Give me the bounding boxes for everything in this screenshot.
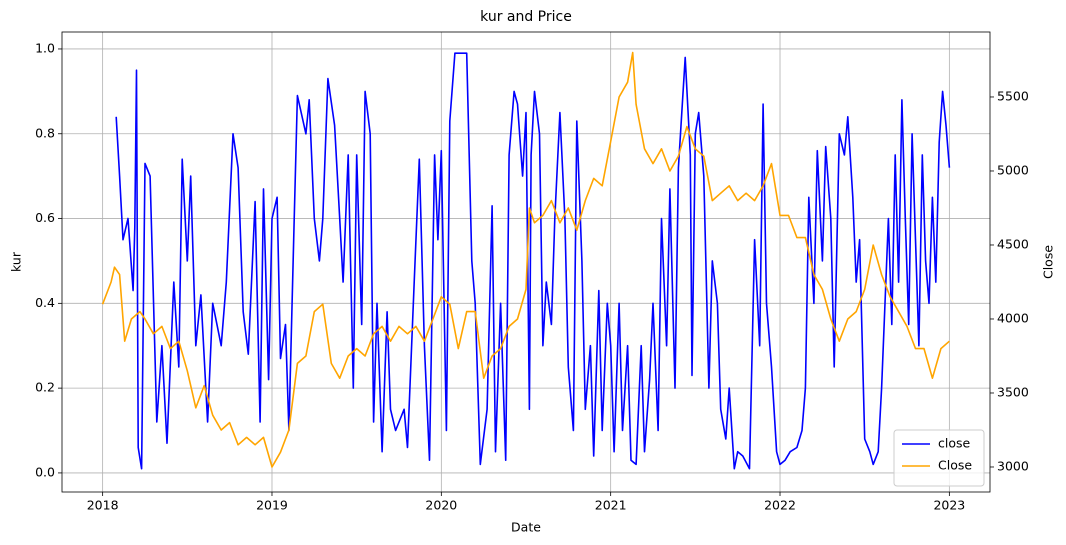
y2-tick-label: 3000 [997,458,1029,473]
chart-title: kur and Price [480,9,572,25]
x-tick-label: 2020 [425,498,457,513]
x-tick-label: 2018 [87,498,119,513]
y2-tick-label: 3500 [997,384,1029,399]
legend-label: Close [938,458,972,473]
y2-tick-label: 5500 [997,88,1029,103]
y-tick-label: 0.8 [35,125,55,140]
legend-label: close [938,436,971,451]
y2-tick-label: 4000 [997,310,1029,325]
y2-tick-label: 5000 [997,162,1029,177]
y-tick-label: 0.2 [35,380,55,395]
y-tick-label: 0.0 [35,464,55,479]
x-tick-label: 2021 [595,498,627,513]
y-tick-label: 1.0 [35,40,55,55]
y2-axis-label: Close [1041,245,1056,279]
x-tick-label: 2023 [933,498,965,513]
series-line [101,51,950,468]
y-axis-label: kur [9,251,24,272]
series-line [115,52,951,470]
x-tick-label: 2022 [764,498,796,513]
x-tick-label: 2019 [256,498,288,513]
y-tick-label: 0.6 [35,210,55,225]
plot-frame [61,31,991,493]
y2-tick-label: 4500 [997,236,1029,251]
x-axis-label: Date [511,520,541,535]
y-tick-label: 0.4 [35,295,55,310]
